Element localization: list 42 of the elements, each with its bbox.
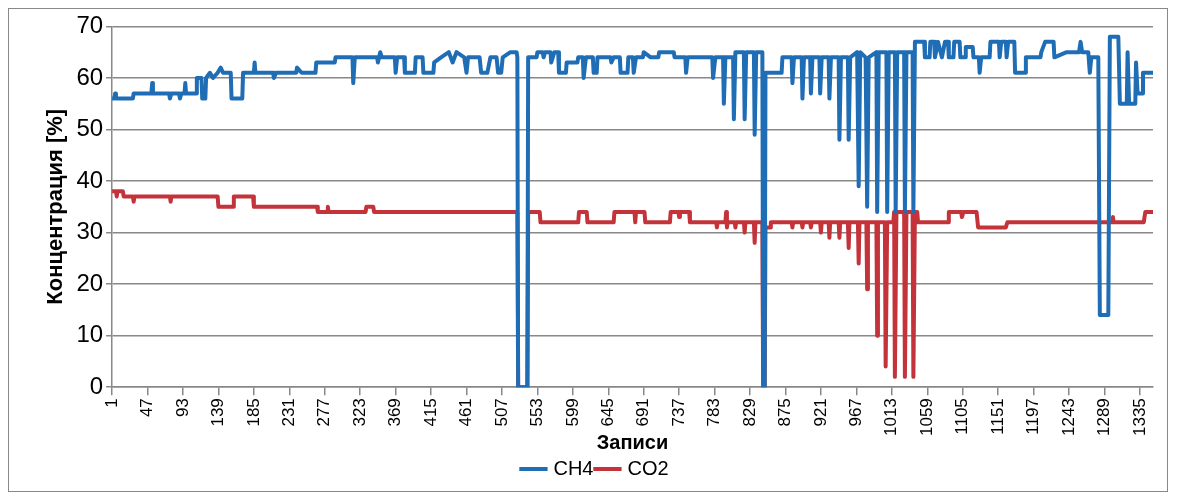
x-tick-label: 691 [633,398,653,427]
y-tick-label: 40 [76,165,104,193]
x-tick-label: 461 [456,398,476,427]
x-tick-label: 93 [172,398,192,418]
x-tick-label: 369 [385,398,405,427]
x-tick-label: 47 [137,398,157,418]
x-tick-label: 1059 [916,398,936,437]
legend-label: CO2 [627,456,669,479]
y-tick-label: 60 [76,62,104,90]
y-tick-label: 20 [76,268,104,296]
x-tick-label: 1335 [1129,398,1149,437]
y-axis-title: Концентрация [%] [42,108,68,305]
x-tick-label: 1 [101,398,121,408]
x-tick-label: 323 [349,398,369,427]
x-tick-label: 599 [562,398,582,427]
x-tick-label: 185 [243,398,263,427]
y-tick-label: 30 [76,217,104,245]
x-tick-label: 139 [208,398,228,427]
x-tick-label: 1243 [1058,398,1078,437]
y-tick-label: 10 [76,320,104,348]
x-tick-label: 1013 [881,398,901,437]
x-tick-label: 415 [420,398,440,427]
x-tick-label: 875 [775,398,795,427]
x-tick-label: 783 [704,398,724,427]
x-axis-title: Записи [596,430,669,453]
x-tick-label: 231 [278,398,298,427]
x-tick-label: 553 [527,398,547,427]
x-tick-label: 645 [597,398,617,427]
y-tick-label: 50 [76,114,104,142]
x-tick-label: 277 [314,398,334,427]
y-tick-label: 70 [76,11,104,39]
x-tick-label: 1105 [952,398,972,435]
x-tick-label: 737 [668,398,688,427]
x-tick-label: 921 [810,398,830,427]
y-tick-label: 0 [89,371,104,399]
x-tick-label: 507 [491,398,511,427]
x-tick-label: 967 [846,398,866,427]
x-tick-label: 1289 [1094,398,1114,437]
x-tick-label: 1151 [987,398,1007,435]
x-tick-label: 829 [739,398,759,427]
x-tick-label: 1197 [1023,398,1043,435]
legend-label: CH4 [553,456,594,479]
